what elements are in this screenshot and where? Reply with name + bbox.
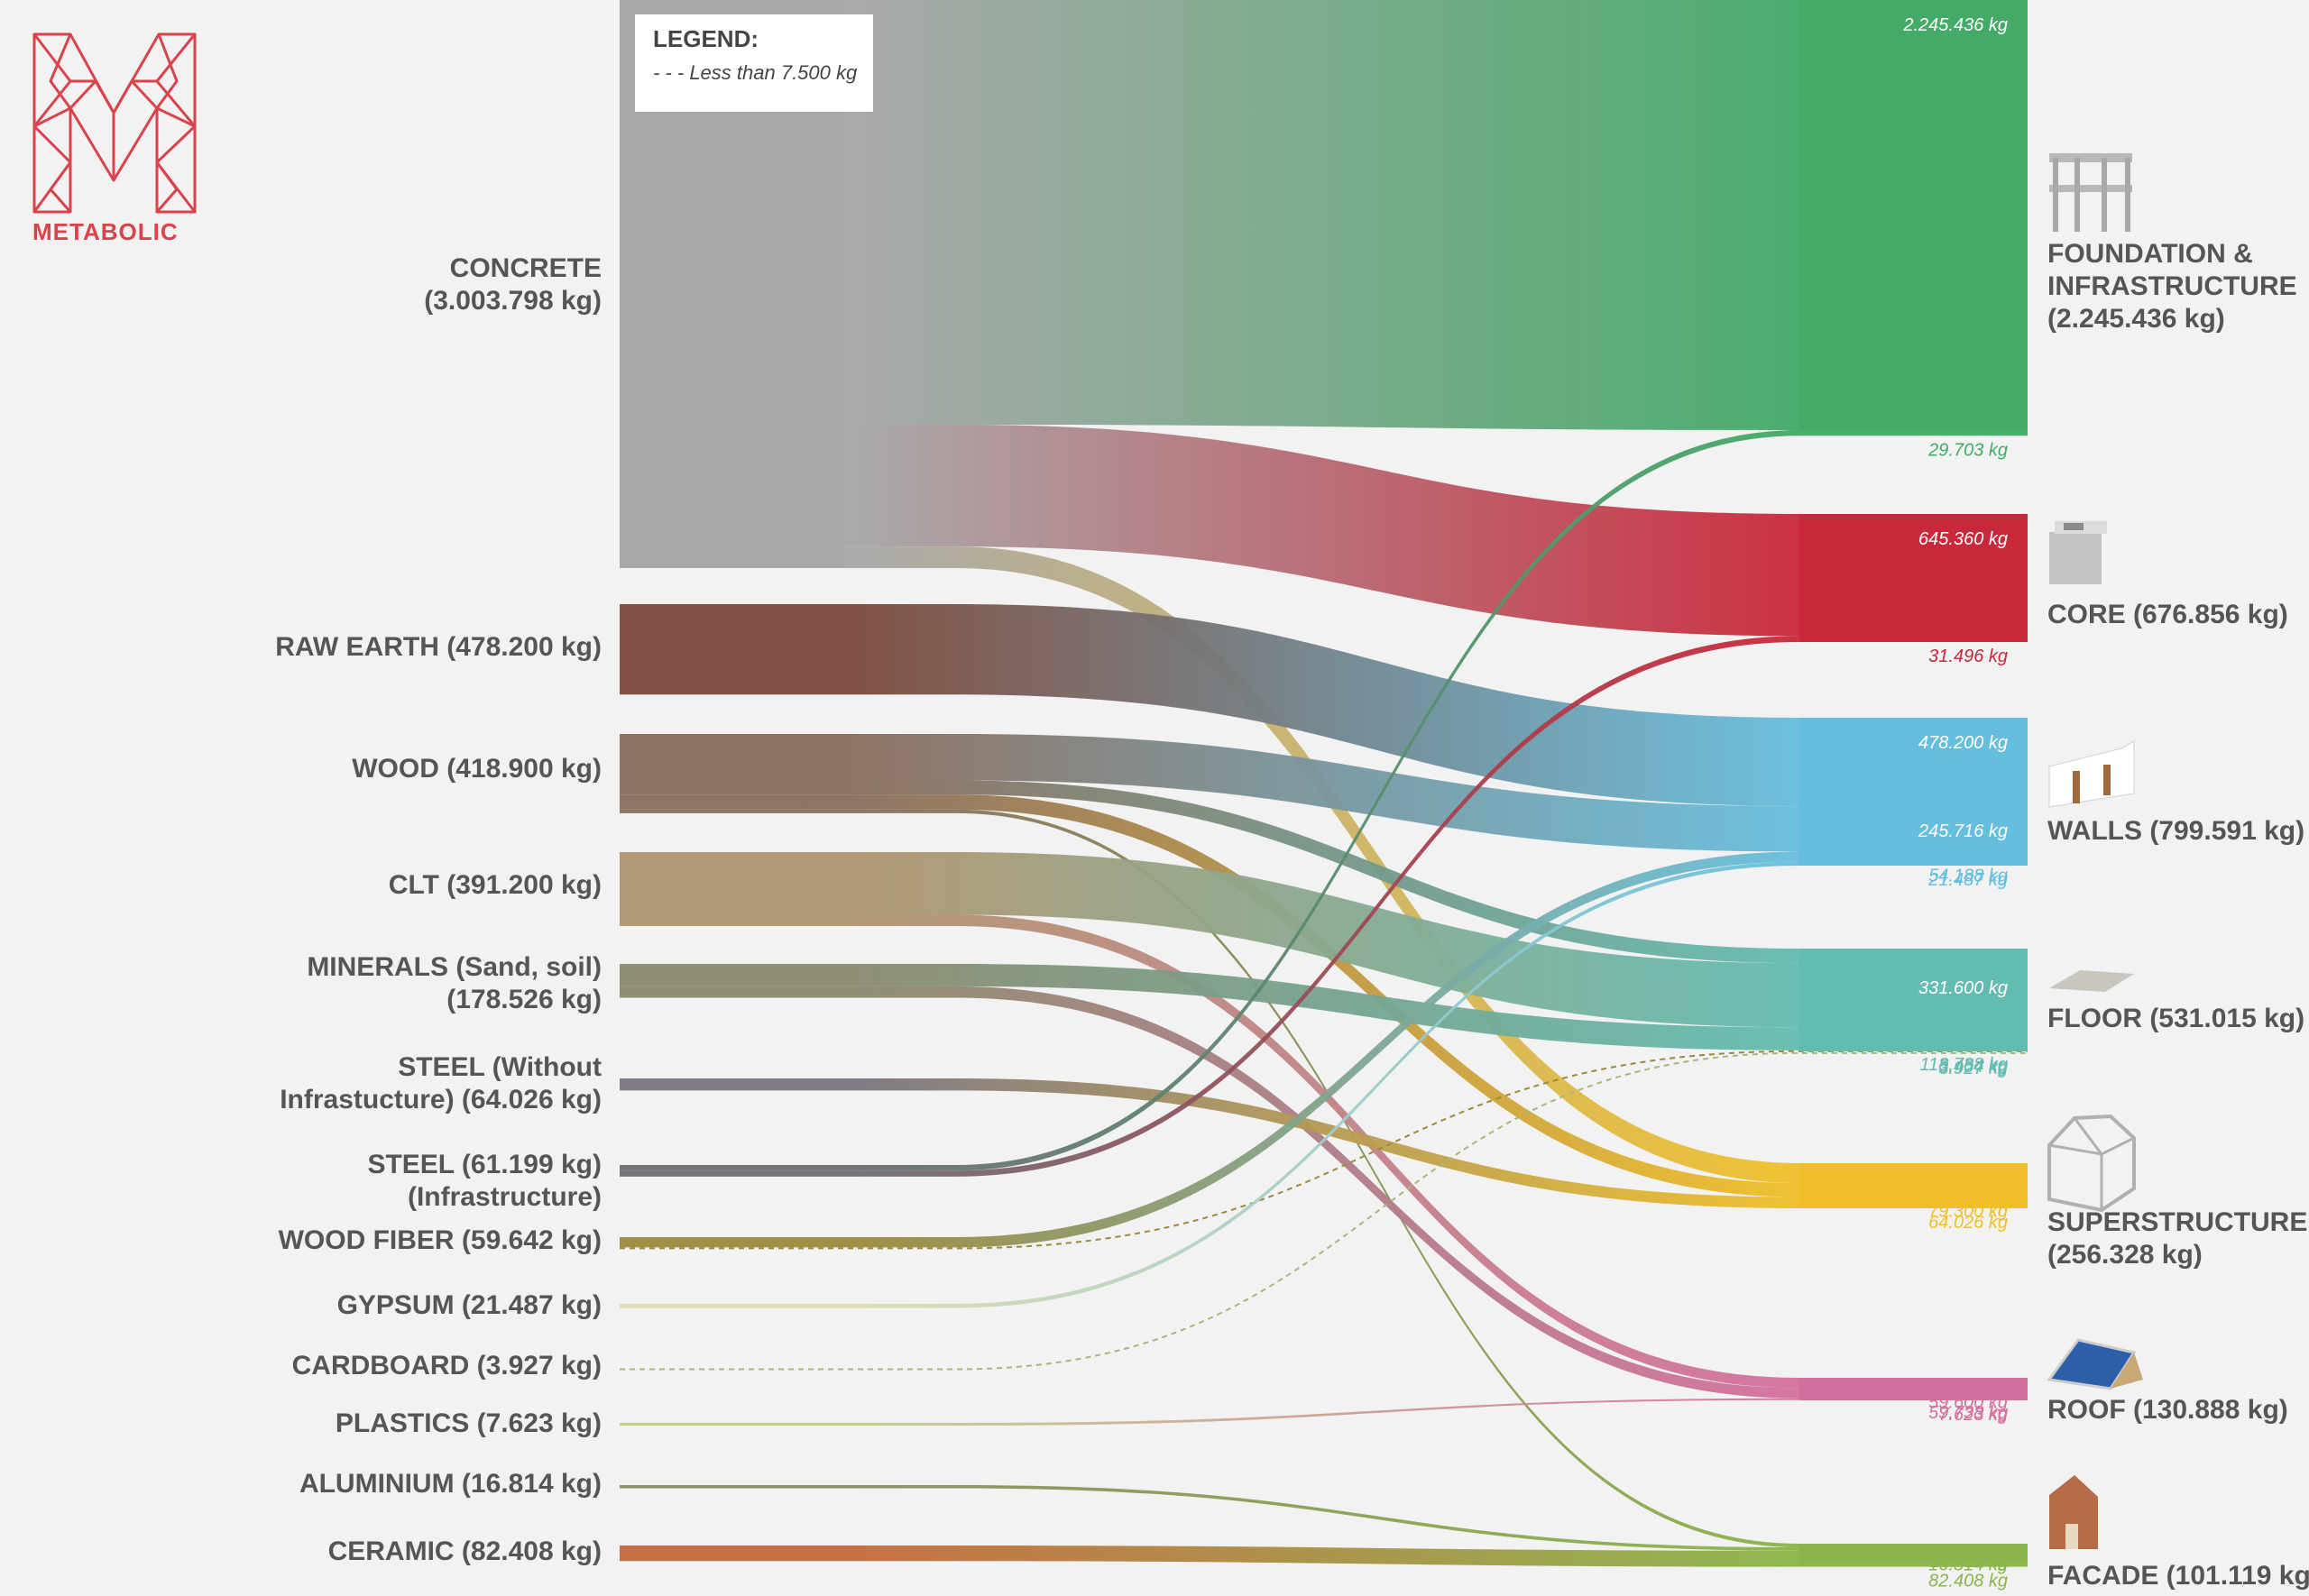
flow-value-label: 31.496 kg	[1928, 647, 2008, 666]
target-label-superstructure: SUPERSTRUCTURE (256.328 kg)	[2047, 1206, 2307, 1271]
flow-link-cardboard-to-floor	[620, 1051, 2028, 1371]
target-label-core: CORE (676.856 kg)	[2047, 600, 2288, 629]
flow-value-label: 7.623 kg	[1938, 1405, 2008, 1425]
flow-link-clt-to-floor	[620, 852, 2028, 1028]
source-label-cardboard: CARDBOARD (3.927 kg)	[291, 1351, 602, 1380]
flow-value-label: 478.200 kg	[1918, 733, 2008, 753]
flow-value-label: 118.788 kg	[1920, 1055, 2009, 1075]
flow-value-label: 16.814 kg	[1928, 1555, 2008, 1575]
legend-dash-note: - - - Less than 7.500 kg	[653, 61, 858, 84]
flow-value-label: 59.600 kg	[1928, 1392, 2008, 1412]
source-label-line: STEEL (Without	[398, 1052, 602, 1082]
target-label-foundation: FOUNDATION & INFRASTRUCTURE (2.245.436 k…	[2047, 238, 2297, 335]
flow-link-raw_earth-to-walls	[620, 604, 2028, 807]
target-label-line: FOUNDATION &	[2047, 239, 2253, 269]
source-label-steel-infrastructure: STEEL (61.199 kg) (Infrastructure)	[367, 1149, 602, 1214]
target-node-floor	[1799, 949, 2028, 1051]
flow-value-label: 18.711 kg	[1930, 1552, 2008, 1572]
target-node-walls	[1799, 718, 2028, 866]
source-label-raw-earth: RAW EARTH (478.200 kg)	[275, 632, 602, 662]
flow-value-label: 79.300 kg	[1928, 1202, 2008, 1222]
foundation-frame-icon	[2049, 153, 2132, 232]
target-node-roof	[1799, 1378, 2028, 1400]
core-block-icon	[2049, 521, 2107, 584]
source-label-wood: WOOD (418.900 kg)	[352, 754, 602, 784]
source-label-concrete: CONCRETE (3.003.798 kg)	[424, 252, 602, 317]
flow-value-label: 2.245.436 kg	[1902, 15, 2008, 35]
metabolic-m-logo-icon	[32, 32, 197, 214]
source-label-line: STEEL (61.199 kg)	[367, 1150, 602, 1179]
solar-roof-icon	[2047, 1338, 2143, 1390]
flow-value-label: 29.703 kg	[1927, 440, 2008, 460]
target-label-facade: FACADE (101.119 kg)	[2047, 1561, 2309, 1591]
target-node-superstructure	[1799, 1163, 2028, 1208]
legend: LEGEND: - - - Less than 7.500 kg	[635, 14, 873, 112]
flow-link-aluminium-to-facade	[620, 1485, 2028, 1551]
target-label-line: (256.328 kg)	[2047, 1240, 2203, 1270]
source-label-gypsum: GYPSUM (21.487 kg)	[336, 1290, 602, 1320]
flow-value-label: 645.360 kg	[1918, 529, 2008, 549]
target-label-line: INFRASTRUCTURE	[2047, 271, 2297, 301]
flow-value-label: 54.188 kg	[1928, 867, 2008, 886]
flow-link-ceramic-to-facade	[620, 1546, 2028, 1567]
source-label-plastics: PLASTICS (7.623 kg)	[335, 1408, 602, 1438]
target-label-roof: ROOF (130.888 kg)	[2047, 1395, 2288, 1425]
flow-link-concrete-to-foundation	[620, 0, 2028, 430]
target-node-core	[1799, 514, 2028, 642]
walls-icon	[2048, 740, 2135, 808]
source-label-clt: CLT (391.200 kg)	[388, 870, 602, 900]
source-label-line: MINERALS (Sand, soil)	[307, 952, 602, 982]
target-node-facade	[1799, 1544, 2028, 1564]
flow-value-label: 64.026 kg	[1928, 1213, 2008, 1233]
flow-link-plastics-to-roof	[620, 1398, 2028, 1426]
target-label-walls: WALLS (799.591 kg)	[2047, 816, 2305, 846]
flow-value-labels: 2.245.436 kg 645.360 kg 113.002 kg 478.200 …	[1902, 15, 2008, 1591]
source-label-line: (178.526 kg)	[446, 985, 602, 1014]
brick-facade-icon	[2049, 1475, 2098, 1549]
flow-value-label: 75.173 kg	[1928, 968, 2008, 987]
flow-value-label: 82.408 kg	[1928, 1572, 2008, 1591]
flow-value-label: 59.738 kg	[1928, 1403, 2008, 1423]
target-icons	[2047, 153, 2143, 1549]
source-label-line: Infrastucture) (64.026 kg)	[280, 1085, 602, 1114]
flow-link-wood-to-walls	[620, 734, 2028, 852]
legend-title: LEGEND:	[653, 25, 759, 52]
source-label-line: CONCRETE	[449, 253, 602, 283]
flow-value-label: 21.487 kg	[1927, 870, 2008, 890]
source-label-wood-fiber: WOOD FIBER (59.642 kg)	[278, 1225, 602, 1255]
source-label-aluminium: ALUMINIUM (16.814 kg)	[299, 1469, 602, 1499]
flow-link-minerals-to-floor	[620, 964, 2028, 1050]
target-label-line: (2.245.436 kg)	[2047, 304, 2225, 334]
flow-link-concrete-to-core	[620, 424, 2028, 637]
logo-text: METABOLIC	[32, 218, 179, 245]
flow-value-label: 5.454 kg	[1938, 1057, 2008, 1077]
flow-value-label: 331.600 kg	[1918, 978, 2008, 998]
target-label-floor: FLOOR (531.015 kg)	[2047, 1004, 2305, 1033]
floor-slab-icon	[2049, 970, 2134, 992]
source-label-minerals: MINERALS (Sand, soil) (178.526 kg)	[307, 951, 602, 1016]
flow-link-wood_fiber-to-floor	[620, 1050, 2028, 1250]
superstructure-frame-icon	[2047, 1114, 2136, 1213]
target-node-foundation	[1799, 0, 2028, 430]
source-label-line: (Infrastructure)	[407, 1182, 602, 1212]
source-label-line: (3.003.798 kg)	[424, 286, 602, 316]
flow-value-label: 245.716 kg	[1918, 821, 2008, 841]
flow-value-label: 3.927 kg	[1938, 1059, 2008, 1078]
flow-value-label: 113.002 kg	[1920, 1188, 2009, 1207]
source-label-steel-without: STEEL (Without Infrastucture) (64.026 kg…	[280, 1051, 602, 1116]
sankey-links	[620, 0, 2028, 1567]
target-label-line: SUPERSTRUCTURE	[2047, 1207, 2308, 1237]
metabolic-logo	[23, 27, 204, 252]
source-label-ceramic: CERAMIC (82.408 kg)	[327, 1536, 602, 1566]
